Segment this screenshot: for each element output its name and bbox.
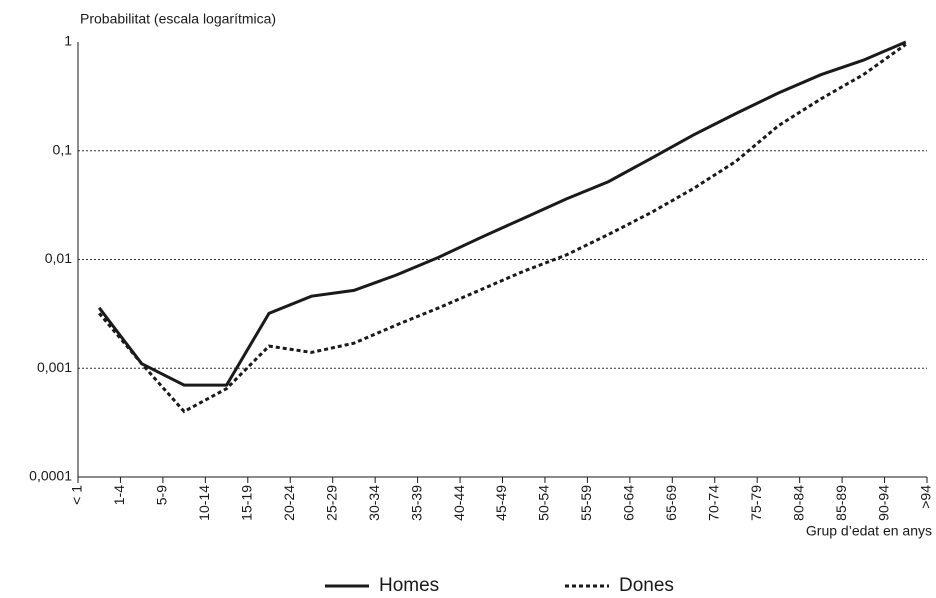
- x-tick-label: 70-74: [705, 485, 721, 521]
- x-tick-label: 55-59: [578, 485, 594, 521]
- x-tick-label: < 1: [69, 485, 85, 505]
- x-tick-label: 15-19: [239, 485, 255, 521]
- x-tick-label: 80-84: [790, 485, 806, 521]
- x-tick-label: 25-29: [323, 485, 339, 521]
- y-tick-label: 0,01: [45, 250, 72, 266]
- x-tick-label: 45-49: [493, 485, 509, 521]
- legend-label: Dones: [619, 575, 674, 596]
- y-tick-label: 0,1: [53, 141, 73, 157]
- x-tick-label: 90-94: [875, 485, 891, 521]
- x-tick-label: 10-14: [196, 485, 212, 521]
- x-axis-label: Grup d’edat en anys: [806, 523, 932, 539]
- y-tick-label: 0,0001: [29, 468, 72, 484]
- x-tick-label: 40-44: [451, 485, 467, 521]
- y-tick-label: 1: [64, 33, 72, 49]
- x-tick-label: 35-39: [408, 485, 424, 521]
- y-tick-label: 0,001: [37, 359, 72, 375]
- x-tick-label: 20-24: [281, 485, 297, 521]
- x-tick-label: 60-64: [621, 485, 637, 521]
- x-tick-label: 85-89: [833, 485, 849, 521]
- legend-label: Homes: [379, 575, 439, 596]
- y-axis-label: Probabilitat (escala logarítmica): [80, 11, 276, 27]
- x-tick-label: >94: [918, 485, 934, 509]
- x-tick-label: 5-9: [154, 485, 170, 505]
- x-tick-label: 65-69: [663, 485, 679, 521]
- x-tick-label: 1-4: [111, 485, 127, 505]
- x-tick-label: 75-79: [748, 485, 764, 521]
- line-series: [98, 43, 907, 414]
- x-tick-label: 50-54: [536, 485, 552, 521]
- x-tick-label: 30-34: [366, 485, 382, 521]
- line-series: [98, 40, 907, 387]
